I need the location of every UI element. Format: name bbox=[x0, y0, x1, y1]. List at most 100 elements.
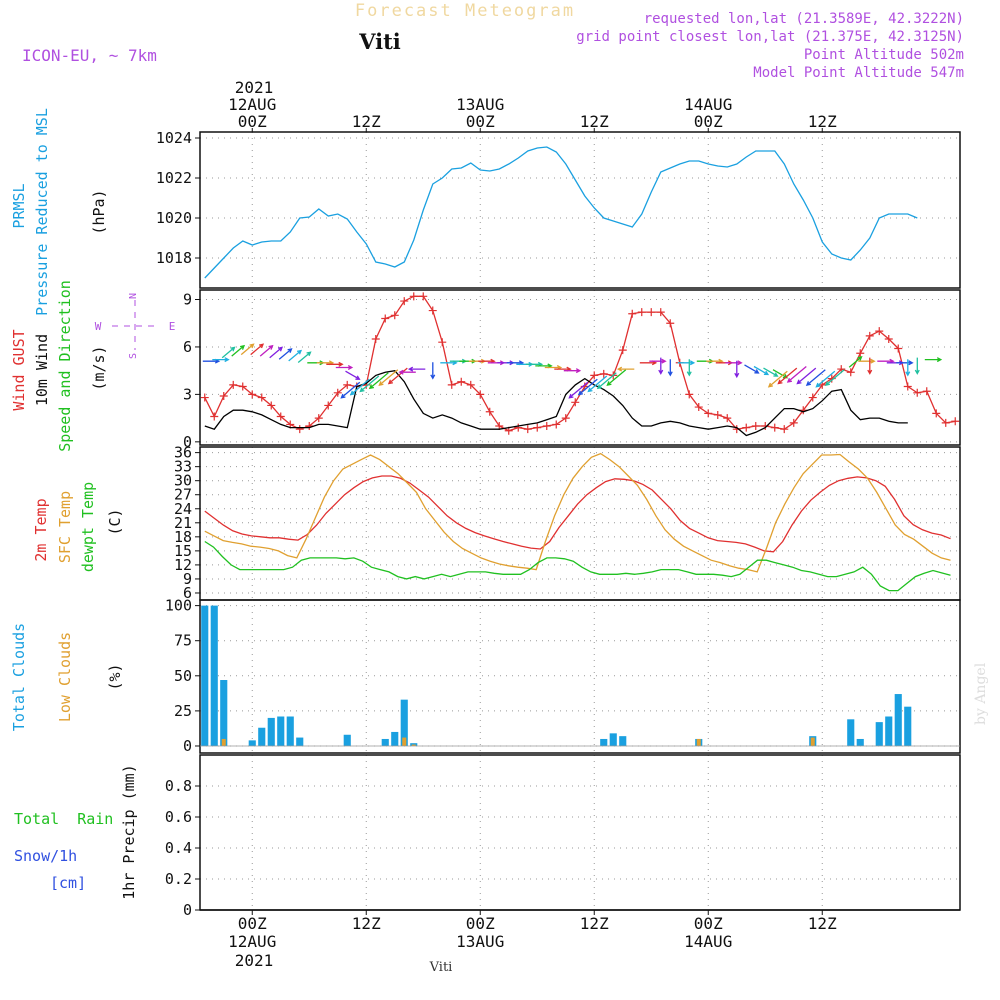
dewpt-label: dewpt Temp bbox=[79, 482, 97, 572]
gust-marker bbox=[428, 306, 437, 315]
temperature-ytick-label: 33 bbox=[174, 458, 192, 476]
gust-marker bbox=[267, 401, 276, 410]
total-cloud-bar bbox=[343, 734, 351, 746]
temperature-ytick-label: 18 bbox=[174, 528, 192, 546]
gust-marker bbox=[457, 377, 466, 386]
gust-marker bbox=[618, 346, 627, 355]
gust-marker bbox=[210, 412, 219, 421]
gust-marker bbox=[476, 390, 485, 399]
precip-ytick-label: 0.6 bbox=[165, 808, 192, 826]
wind-arrow bbox=[212, 357, 230, 363]
wind-arrow bbox=[326, 361, 344, 367]
clouds-ytick-label: 0 bbox=[183, 737, 192, 755]
sfc-label: SFC Temp bbox=[56, 491, 74, 563]
pressure-ytick-label: 1020 bbox=[156, 209, 192, 227]
gust-marker bbox=[704, 409, 713, 418]
bottom-hour-label: 00Z bbox=[694, 914, 723, 933]
top-hour-label: 00Z bbox=[694, 112, 723, 131]
credit-label: by Angel bbox=[973, 662, 989, 725]
footer-station: Viti bbox=[429, 960, 453, 975]
total-clouds-label: Total Clouds bbox=[10, 623, 28, 731]
pressure-panel: 1018 1020 1022 1024 bbox=[156, 129, 961, 289]
gust-marker bbox=[656, 308, 665, 317]
wind-arrow bbox=[772, 369, 789, 379]
gust-marker bbox=[685, 390, 694, 399]
total-cloud-bar bbox=[609, 733, 617, 746]
total-cloud-bar bbox=[904, 706, 912, 746]
total-cloud-bar bbox=[856, 738, 864, 746]
gust-marker bbox=[229, 380, 238, 389]
panels: 1018102010221024036969121518212427303336… bbox=[156, 129, 961, 919]
wind-arrow bbox=[805, 369, 826, 386]
wind-dir-label: Speed and Direction bbox=[56, 280, 74, 452]
t2m-line bbox=[204, 475, 951, 553]
wind-arrow bbox=[596, 372, 617, 390]
wind-arrow bbox=[686, 359, 692, 377]
gust-marker bbox=[865, 331, 874, 340]
wind-arrow bbox=[288, 349, 303, 362]
gust-marker bbox=[324, 401, 333, 410]
pressure-ytick-label: 1018 bbox=[156, 249, 192, 267]
wind10-label: 10m Wind bbox=[33, 334, 51, 406]
total-cloud-bar bbox=[885, 716, 893, 746]
wind-arrow bbox=[767, 370, 788, 388]
wind-arrow bbox=[221, 346, 236, 359]
wind-frame bbox=[199, 289, 961, 446]
gust-marker bbox=[922, 387, 931, 396]
gust-marker bbox=[485, 407, 494, 416]
gust-marker bbox=[305, 422, 314, 431]
gust-marker bbox=[599, 369, 608, 378]
gust-marker bbox=[333, 388, 342, 397]
temperature-ytick-label: 21 bbox=[174, 514, 192, 532]
low-cloud-bar bbox=[221, 738, 226, 746]
total-cloud-bar bbox=[600, 738, 608, 746]
wind-arrow bbox=[658, 357, 664, 375]
gust-line bbox=[204, 295, 956, 432]
bottom-hour-label: 12Z bbox=[580, 914, 609, 933]
total-cloud-bar bbox=[258, 727, 266, 746]
gust-marker bbox=[856, 349, 865, 358]
gust-marker bbox=[371, 335, 380, 344]
wind-arrow bbox=[734, 360, 740, 379]
gust-marker bbox=[248, 390, 257, 399]
temperature-ytick-label: 9 bbox=[183, 570, 192, 588]
gust-marker bbox=[723, 414, 732, 423]
gust-marker bbox=[314, 414, 323, 423]
wind-arrow bbox=[378, 369, 399, 386]
temp-unit-label: (C) bbox=[106, 508, 124, 535]
clouds-panel: 0 25 50 75 100 bbox=[165, 597, 961, 755]
bottom-date-label: 12AUG bbox=[228, 932, 276, 951]
pressure-line bbox=[204, 146, 918, 279]
wind-arrow bbox=[407, 366, 426, 372]
gust-marker bbox=[628, 309, 637, 318]
wind-arrow bbox=[335, 365, 354, 370]
gust-marker bbox=[523, 425, 532, 434]
clouds-unit-label: (%) bbox=[106, 663, 124, 690]
bottom-date-label: 13AUG bbox=[456, 932, 504, 951]
sfc-line bbox=[204, 452, 951, 573]
low-cloud-bar bbox=[696, 738, 701, 746]
precip-ytick-label: 0.2 bbox=[165, 870, 192, 888]
total-cloud-bar bbox=[296, 737, 304, 746]
wind-arrow bbox=[815, 370, 836, 388]
wind-arrow bbox=[297, 351, 312, 363]
wind-unit-label: (m/s) bbox=[90, 345, 108, 390]
wind-arrow bbox=[753, 365, 770, 376]
total-cloud-bar bbox=[220, 680, 228, 746]
gust-marker bbox=[542, 422, 551, 431]
gust-marker bbox=[276, 412, 285, 421]
total-cloud-bar bbox=[847, 719, 855, 746]
gust-marker bbox=[571, 398, 580, 407]
wind-arrow bbox=[905, 359, 911, 377]
top-hour-label: 12Z bbox=[352, 112, 381, 131]
gridpoint-coords: grid point closest lon,lat (21.375E, 42.… bbox=[576, 29, 964, 45]
gust-marker bbox=[761, 422, 770, 431]
clouds-ytick-label: 50 bbox=[174, 667, 192, 685]
total-cloud-bar bbox=[875, 722, 883, 746]
wind10-line bbox=[204, 370, 908, 437]
total-cloud-bar bbox=[894, 694, 902, 746]
wind-panel: 0 3 6 9 bbox=[183, 289, 961, 451]
total-cloud-bar bbox=[201, 605, 209, 746]
gust-marker bbox=[514, 423, 523, 432]
